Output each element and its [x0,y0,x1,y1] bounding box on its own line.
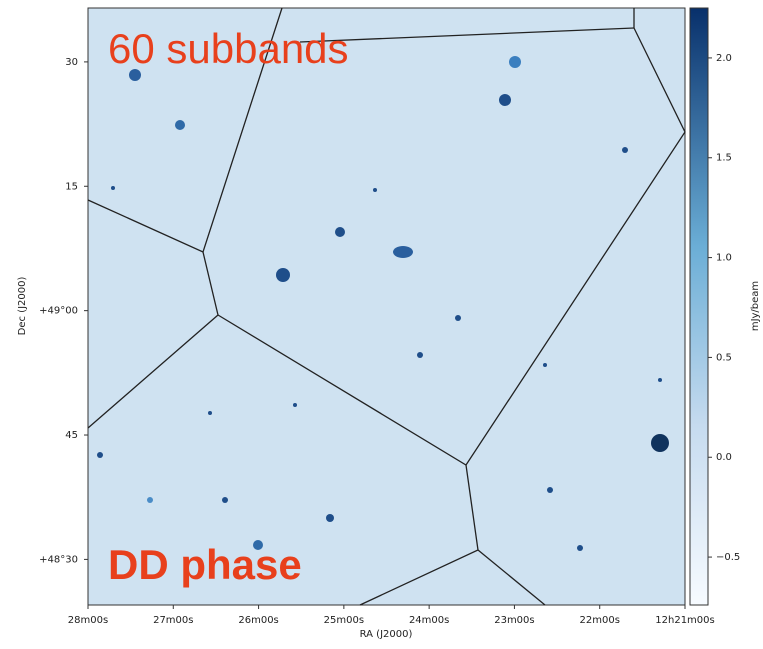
annotation: DD phase [108,541,302,588]
y-tick-label: +49°00 [39,306,78,317]
y-tick-label: 15 [65,181,78,192]
x-tick-label: 23m00s [494,615,534,626]
x-tick-label: 22m00s [580,615,620,626]
y-axis-label: Dec (J2000) [17,277,28,336]
x-tick-label: 25m00s [324,615,364,626]
colorbar [690,8,708,605]
sky-image [88,8,685,605]
colorbar-label: mJy/beam [750,281,761,331]
colorbar-tick-label: 2.0 [716,53,732,64]
x-tick-label: 24m00s [409,615,449,626]
x-tick-label: 27m00s [153,615,193,626]
colorbar-tick-label: 0.0 [716,452,732,463]
y-tick-label: +48°30 [39,554,78,565]
colorbar-tick-label: −0.5 [716,552,740,563]
x-tick-label: 26m00s [238,615,278,626]
colorbar-tick-label: 1.0 [716,253,732,264]
annotation: 60 subbands [108,25,349,72]
x-tick-label: 12h21m00s [655,615,714,626]
chart: 60 subbands DD phase RA (J2000) Dec (J20… [0,0,763,645]
colorbar-tick-label: 1.5 [716,153,732,164]
x-axis-label: RA (J2000) [360,629,413,640]
x-tick-label: 28m00s [68,615,108,626]
y-tick-label: 45 [65,430,78,441]
colorbar-tick-label: 0.5 [716,352,732,363]
y-tick-label: 30 [65,57,78,68]
